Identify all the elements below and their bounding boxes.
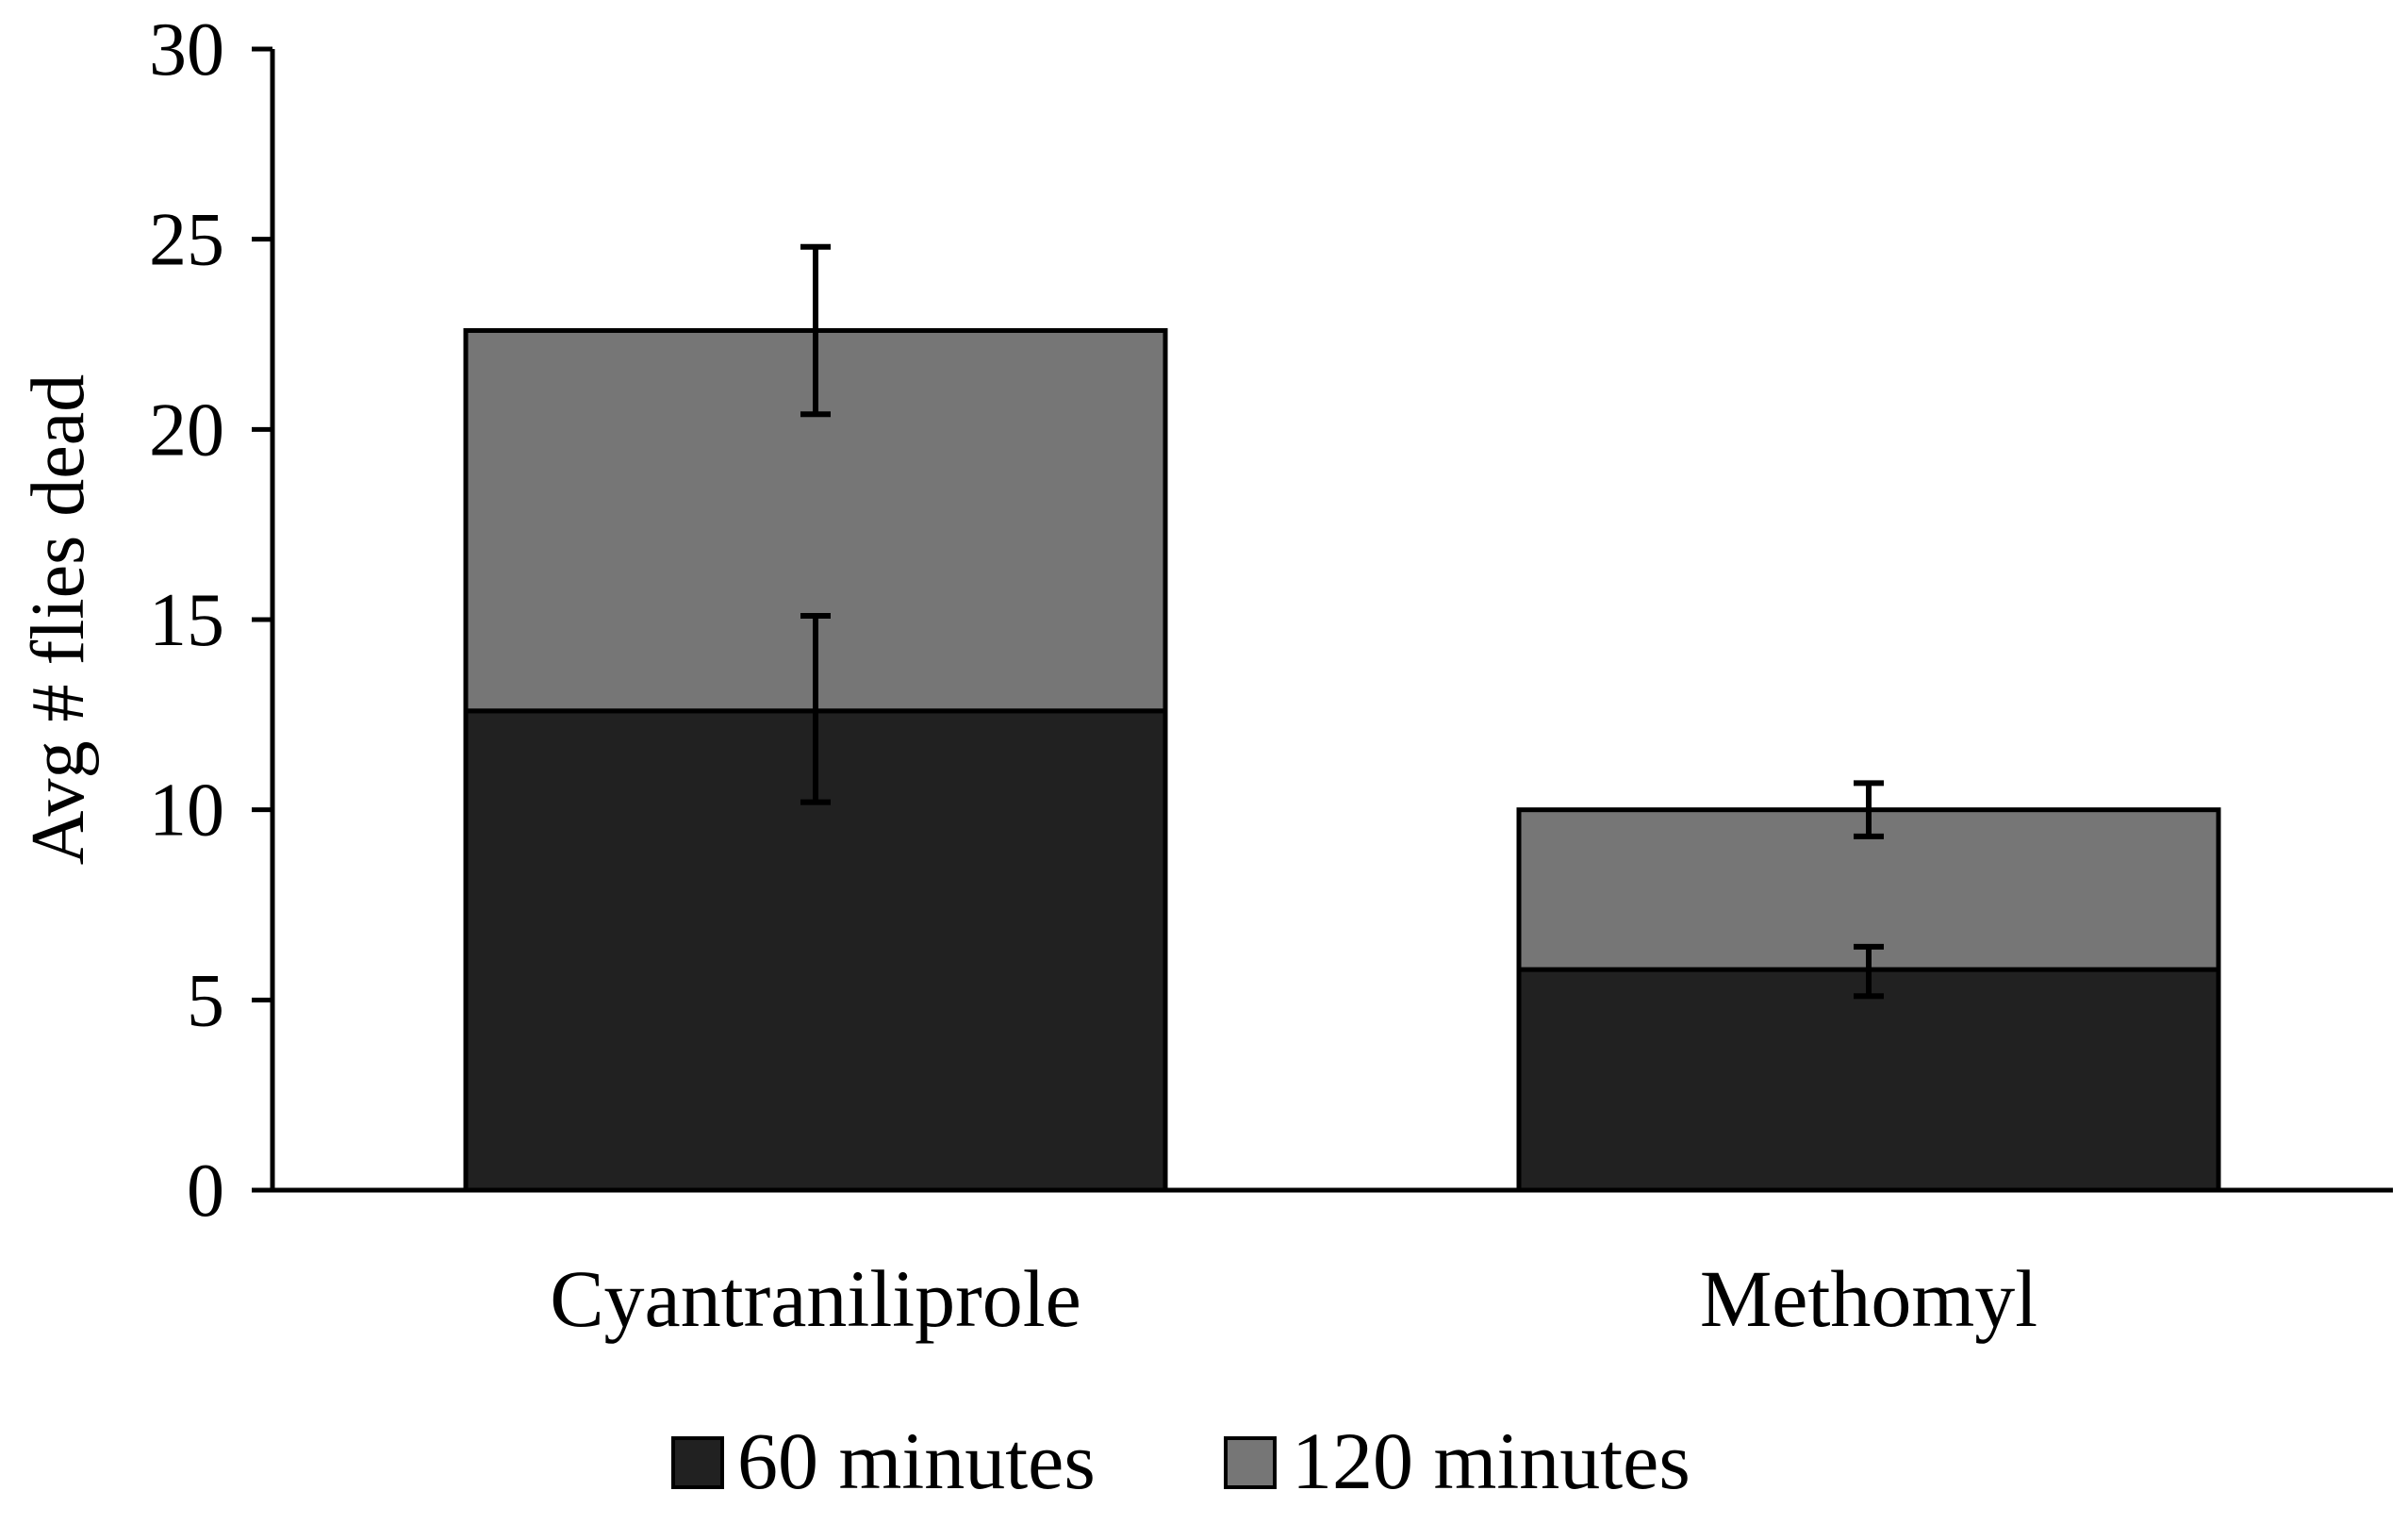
y-tick-label: 10	[149, 770, 224, 853]
error-bar	[1854, 780, 1884, 839]
legend-swatch	[1224, 1436, 1277, 1489]
x-labels-layer: Cyantraniliprole Methomyl	[550, 1253, 2037, 1344]
legend-item: 60 minutes	[671, 1416, 1096, 1506]
error-bar	[800, 612, 831, 805]
error-bars-layer	[800, 243, 1884, 1000]
error-bar	[800, 243, 831, 418]
y-tick-label: 15	[149, 579, 224, 662]
y-tick-label: 30	[149, 8, 224, 91]
legend: 60 minutes 120 minutes	[671, 1416, 1691, 1506]
y-tick-label: 5	[187, 959, 224, 1042]
bar-segment	[1516, 967, 2221, 1193]
legend-item: 120 minutes	[1224, 1416, 1691, 1506]
x-category-label: Methomyl	[1700, 1253, 2037, 1344]
bars-layer	[463, 327, 2221, 1193]
legend-label: 120 minutes	[1292, 1416, 1691, 1506]
x-category-label: Cyantraniliprole	[550, 1253, 1081, 1344]
legend-label: 60 minutes	[737, 1416, 1096, 1506]
y-tick-label: 20	[149, 389, 224, 472]
error-bar	[1854, 943, 1884, 1000]
y-tick-label: 0	[187, 1150, 224, 1233]
y-axis-title: Avg # flies dead	[17, 374, 100, 866]
legend-swatch	[671, 1436, 724, 1489]
y-ticks-layer: 0 5 10 15 20 25 30	[149, 8, 272, 1233]
y-tick-label: 25	[149, 199, 224, 282]
